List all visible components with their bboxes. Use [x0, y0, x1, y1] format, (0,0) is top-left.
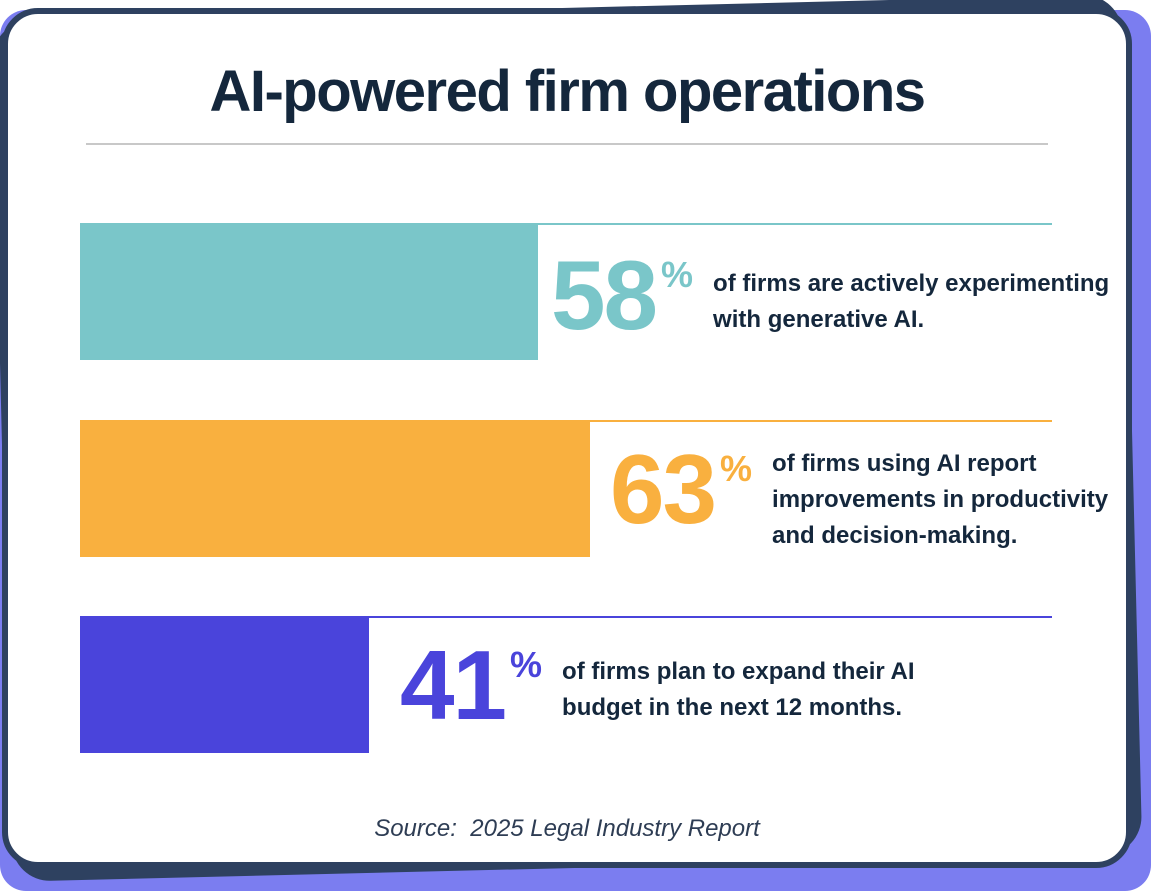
percent-sign: % — [510, 644, 543, 685]
row-accent-line — [80, 223, 1052, 225]
infographic-card: AI-powered firm operations 58 % of firms… — [2, 8, 1132, 868]
stat-description-line: of firms plan to expand their AI — [562, 658, 915, 685]
stat-description-line: and decision-making. — [772, 522, 1018, 549]
stat-description-line: with generative AI. — [713, 306, 925, 333]
percent-sign: % — [720, 448, 753, 489]
stat-description: of firms using AI report improvements in… — [772, 446, 1108, 554]
stat-description-line: improvements in productivity — [772, 486, 1109, 513]
stat-row-productivity: 63 % of firms using AI report improvemen… — [80, 420, 1108, 580]
stat-row-ai-budget: 41 % of firms plan to expand their AI bu… — [80, 616, 1052, 776]
row-accent-line — [80, 616, 1052, 618]
bar — [80, 223, 538, 360]
stat-value: 58 — [551, 240, 658, 350]
stat-description-line: budget in the next 12 months. — [562, 694, 903, 721]
stat-description-line: of firms are actively experimenting — [713, 270, 1110, 297]
bar — [80, 420, 591, 557]
percent-sign: % — [661, 254, 694, 295]
stat-block: 41 % of firms plan to expand their AI bu… — [400, 630, 915, 740]
stat-block: 63 % of firms using AI report improvemen… — [610, 434, 1108, 554]
bar — [80, 616, 369, 753]
stat-value: 41 — [400, 630, 507, 740]
source-caption: Source: 2025 Legal Industry Report — [374, 815, 760, 842]
stat-row-generative-ai: 58 % of firms are actively experimenting… — [80, 223, 1109, 383]
stat-description: of firms plan to expand their AI budget … — [562, 654, 914, 726]
stat-description-line: of firms using AI report — [772, 450, 1037, 477]
infographic-title: AI-powered firm operations — [209, 59, 926, 124]
title-divider-line — [86, 143, 1048, 145]
stat-value: 63 — [610, 434, 717, 544]
stat-block: 58 % of firms are actively experimenting… — [551, 240, 1109, 350]
stat-description: of firms are actively experimenting with… — [713, 266, 1109, 338]
